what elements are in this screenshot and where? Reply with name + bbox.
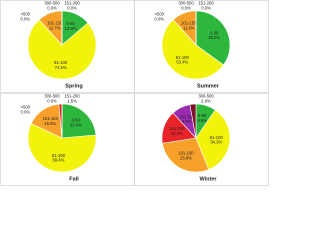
slice-category: 51-100	[210, 135, 224, 140]
slice-value-label: 0.0%	[20, 110, 30, 115]
slice-value-label: 0.0%	[181, 6, 191, 11]
chart-title: Fall	[69, 176, 79, 182]
slice-category: 51-100	[52, 153, 66, 158]
pie-slice	[195, 109, 231, 170]
slice-category: 151-200	[198, 1, 214, 6]
pie-slice	[195, 10, 231, 66]
chart-grid: 0-5013.8%51-10074.5%101-15011.7%151-2000…	[0, 0, 269, 186]
slice-value-label: 13.8%	[65, 26, 77, 31]
slice-value-label: 0.0%	[47, 99, 57, 104]
slice-value-label: 0.0%	[154, 17, 164, 22]
slice-value-label: 11.6%	[183, 25, 195, 30]
slice-value-label: 0.0%	[201, 6, 211, 11]
slice-value-label: 74.5%	[55, 65, 67, 70]
panel-frame	[134, 93, 269, 186]
slice-value-label: 15.7%	[171, 131, 183, 136]
slice-category: >500	[21, 12, 31, 17]
slice-category: 0-50	[72, 118, 81, 123]
slice-category: 0-50	[66, 21, 75, 26]
slice-value-label: 23.6%	[70, 122, 82, 127]
pie-slice	[162, 137, 210, 173]
slice-category: 300-500	[178, 1, 194, 6]
slice-category: 201-300	[179, 114, 195, 119]
slice-category: 101-150	[178, 150, 194, 155]
pie-slice	[27, 19, 97, 80]
slice-category: 51-100	[54, 60, 68, 65]
page: {"chart_data": [ {"type": "pie", "title"…	[0, 0, 269, 186]
pie-slice	[61, 103, 97, 139]
slice-category: 101-150	[43, 116, 59, 121]
slice-value-label: 11.7%	[49, 25, 61, 30]
slice-value-label: 0.0%	[47, 6, 57, 11]
slice-value-label: 53.4%	[176, 60, 188, 65]
chart-title: Summer	[197, 83, 220, 89]
pie-slice	[27, 123, 97, 173]
slice-category: 300-500	[44, 1, 60, 6]
slice-category: 151-200	[64, 94, 80, 99]
slice-value-label: 8.9%	[182, 119, 192, 124]
slice-value-label: 0.0%	[67, 6, 77, 11]
slice-value-label: 58.4%	[52, 158, 64, 163]
slice-category: 0-50	[198, 113, 207, 118]
slice-category: 300-500	[44, 94, 60, 99]
slice-category: 151-200	[64, 1, 80, 6]
panel-frame	[134, 0, 269, 93]
slice-value-label: 28.6%	[180, 155, 192, 160]
slice-value-label: 9.6%	[197, 118, 207, 123]
pie-slice	[189, 103, 197, 139]
slice-category: 101-150	[181, 21, 197, 26]
slice-category: 101-150	[47, 21, 63, 26]
pie-slice	[161, 19, 224, 80]
slice-category: 151-200	[169, 126, 185, 131]
slice-category: 0-50	[210, 30, 219, 35]
slice-value-label: 0.0%	[20, 17, 30, 22]
slice-value-label: 1.5%	[67, 99, 77, 104]
chart-title: Spring	[65, 83, 82, 89]
chart-title: Winter	[199, 176, 217, 182]
slice-category: >500	[155, 12, 165, 17]
slice-value-label: 16.5%	[44, 121, 56, 126]
slice-category: 51-100	[176, 55, 190, 60]
slice-value-label: 2.9%	[201, 99, 211, 104]
slice-value-label: 34.3%	[210, 140, 222, 145]
slice-category: 300-500	[198, 94, 214, 99]
slice-category: >500	[21, 105, 31, 110]
slice-value-label: 35.0%	[208, 35, 220, 40]
